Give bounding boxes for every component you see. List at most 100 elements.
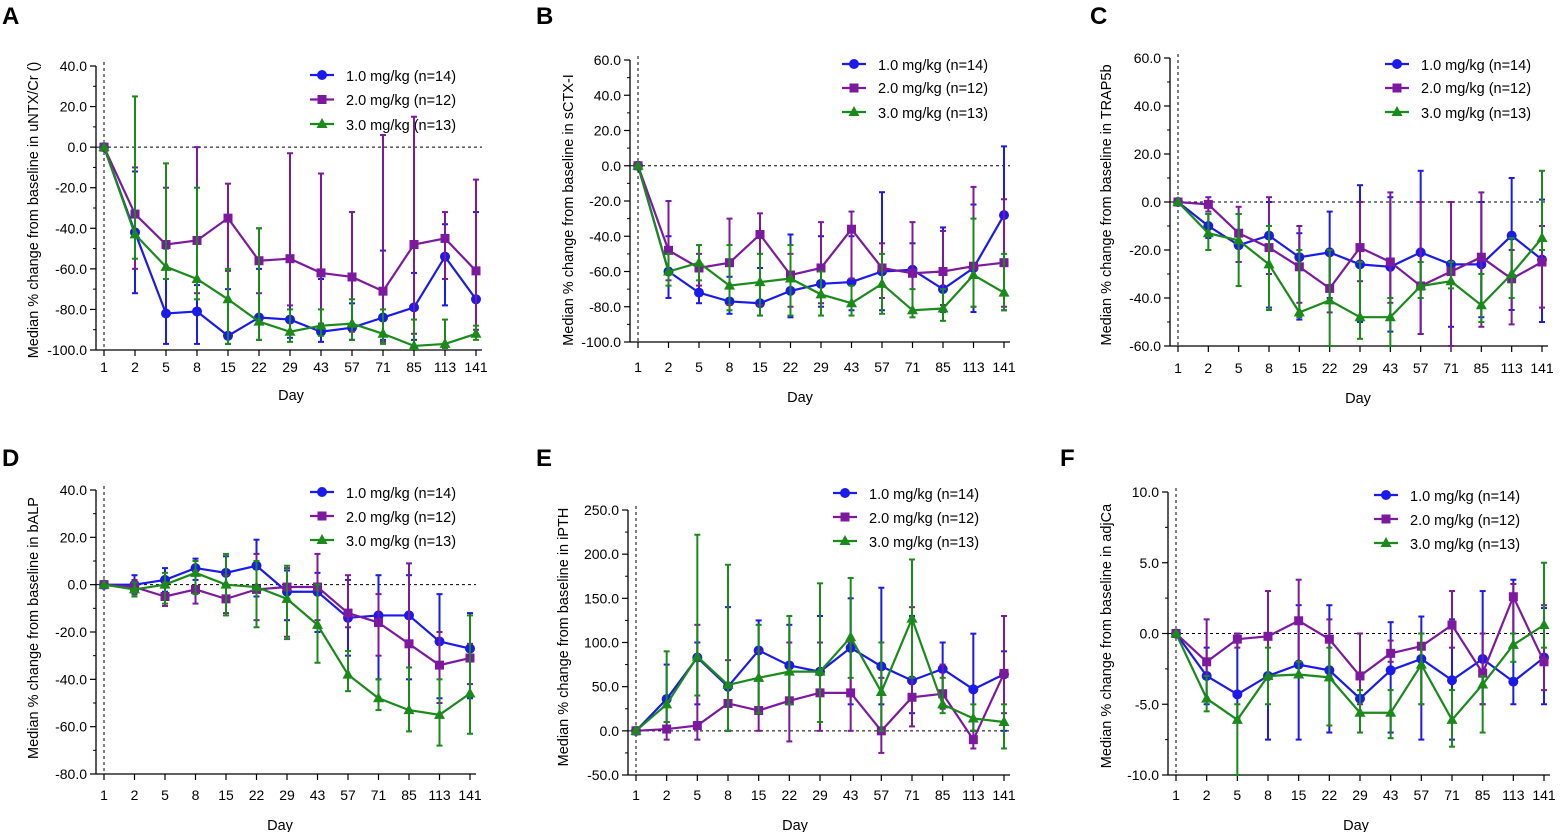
panel-e: E Median % change from baseline in iPTH … (536, 445, 979, 832)
panel-e-series-2-point (907, 692, 917, 702)
panel-c: C Median % change from baseline in TRAP5… (1090, 3, 1531, 407)
panel-e-series-3 (630, 533, 1010, 750)
panel-d-xtick-label: 29 (279, 787, 295, 803)
panel-e-xtick-label: 141 (992, 787, 1016, 803)
panel-e-xtick-label: 2 (663, 787, 671, 803)
panel-f-series-3-point (1231, 713, 1243, 724)
panel-c-legend-label-3: 3.0 mg/kg (n=13) (1421, 106, 1531, 122)
panel-c-xtick-label: 43 (1383, 360, 1399, 376)
panel-f-xtick-label: 15 (1291, 787, 1307, 803)
panel-e-xtick-label: 57 (874, 787, 890, 803)
panel-f-series-2-point (1355, 671, 1365, 681)
panel-f-ytick-label: 0.0 (1140, 626, 1160, 642)
panel-f-xtick-label: 5 (1233, 787, 1241, 803)
panel-e-series-2-point (692, 721, 702, 731)
panel-a-series-3-point (408, 339, 420, 350)
panel-c-ytick-label: -40.0 (1129, 290, 1161, 306)
panel-a-xtick-label: 1 (100, 359, 108, 375)
panel-a-xtick-label: 71 (375, 359, 391, 375)
panel-b-series-3-point (663, 265, 674, 276)
panel-a-xtick-label: 15 (220, 359, 236, 375)
panel-f-xtick-label: 2 (1203, 787, 1211, 803)
panel-d-legend: 1.0 mg/kg (n=14) 2.0 mg/kg (n=12) 3.0 mg… (346, 486, 456, 550)
panel-f-legend-label-3: 3.0 mg/kg (n=13) (1410, 537, 1520, 553)
panel-f-series-3-point (1293, 668, 1305, 679)
panel-f-plot: 10.0 5.0 0.0 -5.0 -10.0 1 2 5 8 15 22 29 43 57 71 85 113… (1127, 484, 1556, 803)
panel-a-xtick-label: 29 (282, 359, 298, 375)
panel-d-xtick-label: 15 (218, 787, 234, 803)
panel-f-legend: 1.0 mg/kg (n=14) 2.0 mg/kg (n=12) 3.0 mg… (1410, 489, 1520, 553)
panel-d-ylabel: Median % change from baseline in bALP (26, 497, 42, 759)
panel-f-series-2-point (1478, 668, 1488, 678)
panel-b-ytick-label: 40.0 (594, 87, 621, 103)
panel-f-xtick-label: 71 (1444, 787, 1460, 803)
panel-e-xtick-label: 85 (935, 787, 951, 803)
panel-a-legend-marker-1 (317, 70, 327, 80)
panel-d-xtick-label: 43 (310, 787, 326, 803)
panel-e-xtick-label: 22 (782, 787, 798, 803)
panel-f-series-3-point (1262, 669, 1274, 680)
panel-a-ytick-label: -80.0 (55, 301, 87, 317)
panel-d-xtick-label: 1 (100, 787, 108, 803)
panel-f-legend-marker-2 (1381, 514, 1391, 524)
panel-d-ytick-label: -40.0 (55, 671, 87, 687)
panel-d-legend-label-1: 1.0 mg/kg (n=14) (346, 486, 456, 502)
panel-b-series-1-point (846, 277, 857, 288)
panel-f-xtick-label: 43 (1383, 787, 1399, 803)
panel-b-xtick-label: 57 (874, 359, 890, 375)
panel-c-legend: 1.0 mg/kg (n=14) 2.0 mg/kg (n=12) 3.0 mg… (1421, 58, 1531, 122)
panel-f-legend-label-2: 2.0 mg/kg (n=12) (1410, 513, 1520, 529)
panel-c-xtick-label: 141 (1530, 360, 1554, 376)
panel-e-legend-marker-3 (839, 535, 851, 545)
panel-d-series-3-point (190, 566, 201, 577)
panel-d-xtick-label: 141 (458, 787, 482, 803)
panel-d-series-2-point (404, 639, 414, 649)
panel-e-ylabel: Median % change from baseline in iPTH (556, 508, 572, 767)
panel-b-xtick-label: 15 (752, 359, 768, 375)
panel-d-ytick-label: 20.0 (60, 529, 87, 545)
panel-a-series-1-point (161, 308, 171, 319)
panel-e-series-3-point (691, 650, 703, 661)
panel-letter-c: C (1090, 3, 1107, 30)
panel-c-xtick-label: 85 (1474, 360, 1490, 376)
panel-a-ytick-label: -40.0 (55, 220, 87, 236)
panel-c-ylabel: Median % change from baseline in TRAP5b (1099, 64, 1115, 345)
panel-f-xtick-label: 1 (1172, 787, 1180, 803)
panel-b-series-3-point (907, 304, 918, 315)
panel-e-ytick-label: 0.0 (600, 723, 620, 739)
panel-b-ytick-label: 60.0 (594, 52, 621, 68)
panel-e-ytick-label: 250.0 (584, 502, 619, 518)
panel-a-plot: 40.0 20.0 0.0 -20.0 -40.0 -60.0 -80.0 -100.0 1 2 5… (47, 58, 488, 375)
panel-f-series-2-point (1232, 634, 1242, 644)
panel-e-series-3-point (875, 685, 887, 696)
panel-f-series-3-point (1538, 619, 1550, 630)
panel-b-ytick-label: -40.0 (589, 228, 621, 244)
panel-f-series-3-point (1477, 678, 1489, 689)
panel-f-ylabel: Median % change from baseline in adjCa (1099, 503, 1115, 768)
panel-e-xtick-label: 29 (812, 787, 828, 803)
panel-b-xtick-label: 8 (726, 359, 734, 375)
panel-a-series-3-point (315, 319, 327, 330)
panel-c-series-2-point (1355, 243, 1365, 253)
panel-b-xtick-label: 43 (844, 359, 860, 375)
panel-a-ylabel: Median % change from baseline in uNTX/Cr… (26, 62, 42, 359)
panel-f-ytick-label: 10.0 (1132, 484, 1159, 500)
panel-d-xtick-label: 22 (249, 787, 265, 803)
panel-f-series-3-point (1170, 627, 1182, 638)
panel-c-legend-label-2: 2.0 mg/kg (n=12) (1421, 81, 1531, 97)
panel-d-xtick-label: 85 (401, 787, 417, 803)
panel-b-xtick-label: 141 (992, 359, 1016, 375)
panel-c-xtick-label: 29 (1352, 360, 1368, 376)
panel-c-plot: 60.0 40.0 20.0 0.0 -20.0 -40.0 -60.0 1 2 5 8 15 22 29… (1129, 50, 1554, 376)
panel-a-xtick-label: 8 (193, 359, 201, 375)
panel-d-legend-marker-3 (316, 534, 328, 544)
panel-a-series-3-point (346, 317, 358, 328)
panel-b-legend-marker-1 (849, 59, 859, 69)
panel-c-xtick-label: 2 (1204, 360, 1212, 376)
panel-b-series-2-point (664, 245, 673, 255)
panel-d: D Median % change from baseline in bALP … (2, 445, 456, 832)
panel-c-legend-marker-3 (1391, 106, 1403, 116)
panel-f-legend-marker-3 (1380, 537, 1392, 547)
panel-d-plot: 40.0 20.0 0.0 -20.0 -40.0 -60.0 -80.0 1 2 5 8 15 22 2… (55, 482, 482, 803)
panel-e-series-3-point (630, 724, 642, 735)
